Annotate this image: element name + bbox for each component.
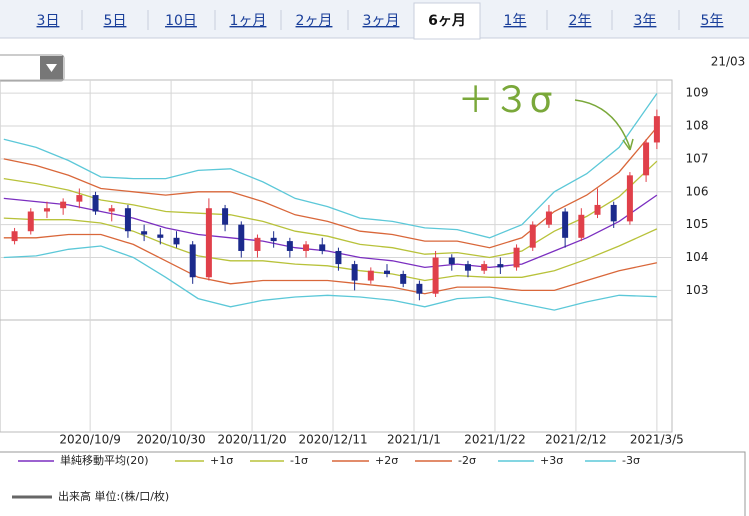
band-line: [3, 126, 658, 249]
candle-body: [92, 195, 99, 212]
candle-body: [303, 244, 310, 251]
candle-body: [60, 201, 67, 209]
candle-body: [497, 264, 504, 268]
x-tick-label: 2021/1/1: [387, 433, 441, 447]
candle-body: [432, 257, 439, 294]
band-line: [3, 160, 658, 259]
y-tick-label: 104: [686, 250, 709, 264]
tab[interactable]: 2ヶ月: [296, 13, 333, 29]
candle-body: [578, 214, 585, 238]
tab[interactable]: 10日: [165, 13, 197, 29]
legend: 単純移動平均(20) +1σ -1σ +2σ -2σ +3σ -3σ 出来高 単位:(株/口/…: [12, 453, 640, 503]
legend-label: 単純移動平均(20): [60, 453, 149, 467]
tab[interactable]: 3日: [37, 13, 60, 29]
selected-tab: [413, 2, 481, 40]
candle-body: [254, 237, 261, 251]
x-tick-label: 2021/3/5: [630, 433, 684, 447]
x-tick-label: 2021/2/12: [545, 433, 607, 447]
candle-body: [351, 264, 358, 281]
legend-label: +3σ: [540, 454, 563, 467]
x-tick-label: 2020/12/11: [298, 433, 367, 447]
candle-body: [626, 175, 633, 222]
legend-label: +2σ: [375, 454, 398, 467]
tab[interactable]: 1年: [504, 13, 527, 29]
annotation-arrow: [574, 99, 631, 149]
band-line: [3, 194, 658, 269]
tab[interactable]: 2年: [569, 13, 592, 29]
candle-body: [653, 116, 660, 143]
tab[interactable]: 6ヶ月: [428, 13, 466, 29]
candle-body: [594, 204, 601, 215]
candle-body: [529, 224, 536, 248]
legend-label: +1σ: [210, 454, 233, 467]
candle-body: [481, 264, 488, 271]
band-line: [3, 217, 658, 282]
candle-body: [464, 264, 471, 271]
y-tick-label: 107: [686, 151, 709, 165]
tabs: 3日 5日 10日 1ヶ月 2ヶ月 3ヶ月 6ヶ月 1年 2年 3年 5年: [37, 2, 724, 40]
candle-body: [43, 208, 50, 212]
candle-body: [76, 195, 83, 202]
tab[interactable]: 1ヶ月: [230, 13, 267, 29]
candle-body: [513, 247, 520, 268]
legend-label: -3σ: [622, 454, 640, 467]
plot: 103 104 105 106 107 108 109 2020/10/9 2020/10/30…: [0, 80, 708, 447]
corner-label: 21/03: [711, 55, 746, 69]
candle-body: [124, 208, 131, 232]
candle-body: [448, 257, 455, 265]
x-tick-label: 2020/10/9: [59, 433, 121, 447]
annotation: ＋３σ: [458, 80, 553, 121]
candle-body: [222, 208, 229, 225]
candle-body: [108, 208, 115, 212]
candle-body: [27, 211, 34, 232]
candle-body: [157, 234, 164, 238]
candle-body: [270, 237, 277, 242]
y-tick-label: 109: [686, 86, 709, 100]
candle-body: [319, 244, 326, 251]
tab[interactable]: 5年: [701, 13, 724, 29]
tab[interactable]: 3ヶ月: [363, 13, 400, 29]
candle-body: [610, 204, 617, 222]
candle-body: [11, 231, 18, 242]
candle-body: [335, 250, 342, 265]
candle-body: [173, 237, 180, 245]
candle-body: [238, 224, 245, 251]
legend-label: 出来高 単位:(株/口/枚): [58, 489, 169, 503]
band-line: [3, 93, 658, 239]
volume-panel: [0, 319, 673, 433]
tab[interactable]: 5日: [104, 13, 127, 29]
candle-body: [141, 231, 148, 235]
candle-body: [400, 273, 407, 284]
candle-body: [286, 241, 293, 251]
tab-bar: [0, 0, 749, 38]
annotation-arrowhead: [622, 138, 634, 151]
legend-label: -1σ: [290, 454, 308, 467]
band-line: [3, 245, 657, 311]
x-tick-label: 2021/1/22: [464, 433, 526, 447]
band-line: [3, 233, 658, 295]
candle-body: [643, 142, 650, 176]
y-tick-label: 108: [686, 119, 709, 133]
y-tick-label: 106: [686, 184, 709, 198]
dropdown-arrow: [46, 64, 57, 72]
legend-label: -2σ: [458, 454, 476, 467]
candle-body: [384, 270, 391, 274]
candle-body: [189, 244, 196, 278]
candle-body: [562, 211, 569, 238]
x-tick-label: 2020/11/20: [217, 433, 286, 447]
y-tick-label: 105: [686, 217, 709, 231]
candle-body: [416, 283, 423, 294]
candle-body: [205, 208, 212, 278]
candle-body: [545, 211, 552, 225]
tab[interactable]: 3年: [634, 13, 657, 29]
y-tick-label: 103: [686, 283, 709, 297]
legend-box: [0, 451, 746, 516]
x-tick-label: 2020/10/30: [137, 433, 206, 447]
candle-body: [367, 270, 374, 281]
